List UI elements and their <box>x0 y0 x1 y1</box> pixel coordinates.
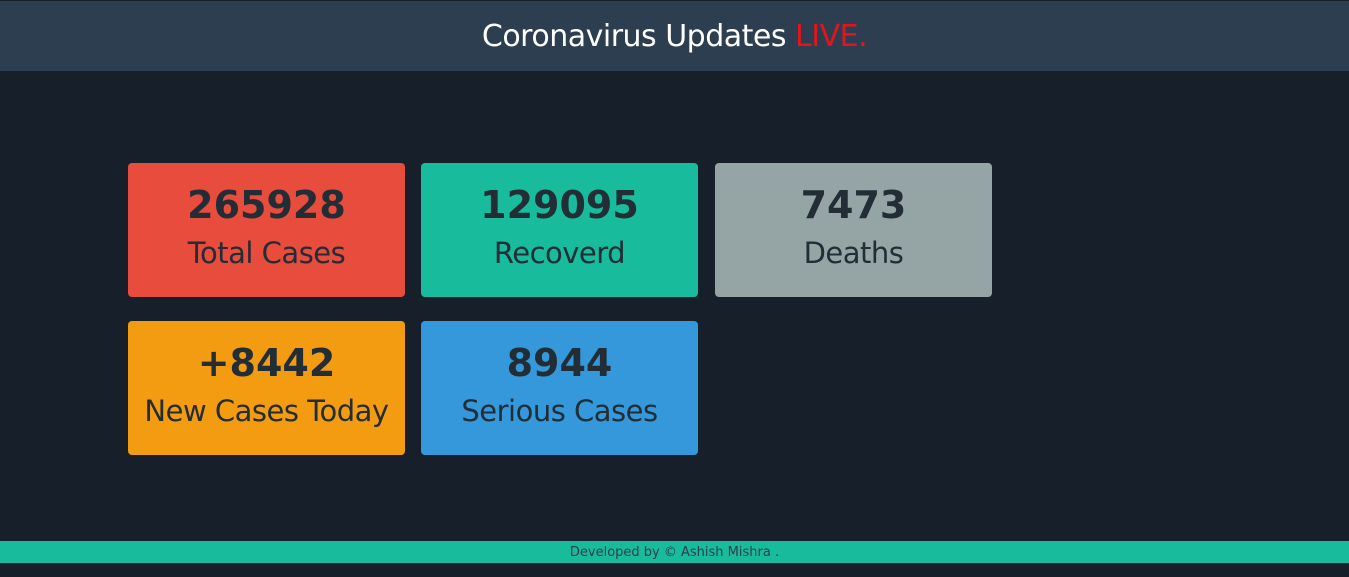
new-cases-today-card: +8442 New Cases Today <box>128 321 405 455</box>
serious-cases-value: 8944 <box>506 341 613 385</box>
new-cases-today-label: New Cases Today <box>144 394 389 428</box>
total-cases-card: 265928 Total Cases <box>128 163 405 297</box>
serious-cases-card: 8944 Serious Cases <box>421 321 698 455</box>
deaths-card: 7473 Deaths <box>715 163 992 297</box>
total-cases-label: Total Cases <box>187 236 346 270</box>
serious-cases-label: Serious Cases <box>461 394 658 428</box>
recovered-value: 129095 <box>480 183 639 227</box>
recovered-label: Recoverd <box>493 236 626 270</box>
live-badge: LIVE. <box>795 18 868 54</box>
deaths-value: 7473 <box>800 183 907 227</box>
title-text: Coronavirus Updates <box>481 18 787 54</box>
footer-credit: Developed by © Ashish Mishra . <box>569 544 780 560</box>
total-cases-value: 265928 <box>187 183 346 227</box>
deaths-label: Deaths <box>803 236 904 270</box>
header-bar: Coronavirus Updates LIVE. <box>0 1 1349 71</box>
footer-bar: Developed by © Ashish Mishra . <box>0 541 1349 563</box>
new-cases-today-value: +8442 <box>197 341 336 385</box>
recovered-card: 129095 Recoverd <box>421 163 698 297</box>
page-title: Coronavirus Updates LIVE. <box>481 18 868 54</box>
